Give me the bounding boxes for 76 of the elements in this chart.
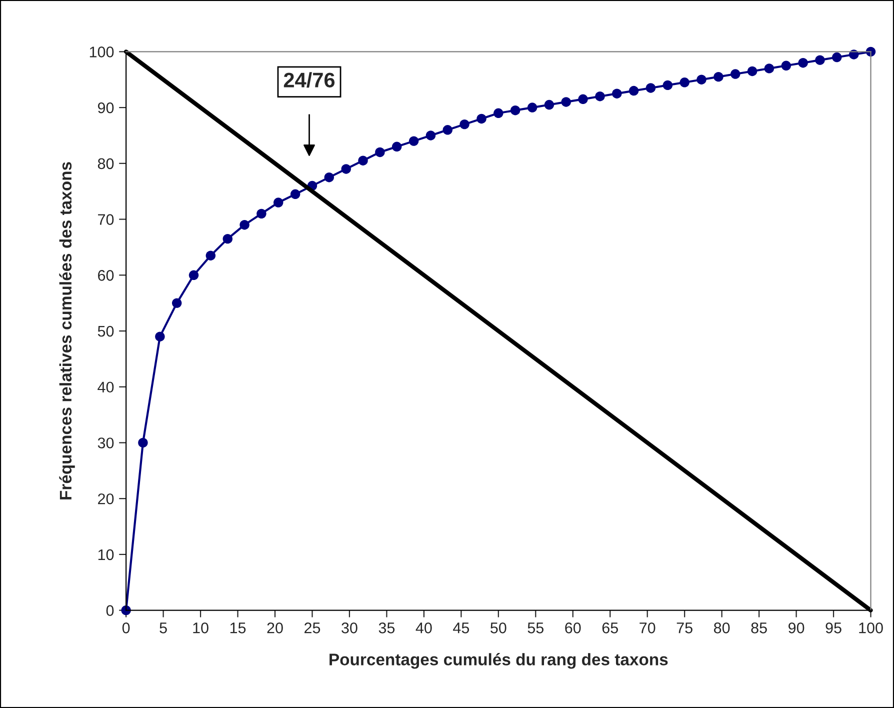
point (426, 130, 436, 140)
point (578, 94, 588, 104)
point (256, 208, 266, 219)
y-tick-label: 10 (98, 549, 114, 560)
y-tick-label: 40 (98, 382, 114, 393)
point (442, 125, 452, 135)
point (460, 119, 470, 130)
point (612, 88, 622, 98)
point (273, 198, 284, 208)
y-axis-title: Fréquences relatives cumulées des taxons (59, 162, 75, 500)
point (172, 298, 182, 308)
point (680, 78, 690, 88)
point (206, 250, 216, 260)
x-tick-label: 75 (676, 622, 692, 634)
point (155, 332, 165, 342)
y-tick-label: 0 (106, 605, 114, 616)
x-tick-label: 10 (193, 622, 208, 634)
x-tick-label: 0 (122, 622, 130, 634)
point (798, 58, 808, 68)
x-tick-label: 55 (528, 622, 544, 634)
point (290, 189, 300, 199)
x-tick-label: 70 (640, 622, 656, 634)
point (747, 66, 758, 76)
point (714, 72, 724, 82)
x-tick-label: 50 (490, 622, 506, 634)
y-tick-label: 20 (98, 493, 114, 504)
x-tick-label: 5 (160, 622, 167, 634)
x-tick-label: 60 (565, 622, 581, 634)
x-tick-label: 25 (304, 622, 320, 634)
x-tick-label: 30 (342, 622, 358, 634)
x-tick-label: 45 (453, 622, 470, 634)
point (240, 220, 250, 230)
y-tick-label: 30 (98, 438, 114, 448)
point (527, 102, 538, 112)
x-tick-label: 20 (267, 622, 283, 634)
point (696, 74, 706, 84)
point (628, 86, 639, 96)
x-tick-label: 35 (378, 622, 395, 634)
x-tick-label: 100 (859, 622, 883, 634)
point (222, 234, 232, 244)
point (392, 142, 402, 152)
x-tick-label: 40 (416, 622, 432, 634)
point (730, 69, 740, 79)
point (188, 270, 199, 280)
point (138, 438, 148, 448)
point (476, 114, 486, 124)
point (781, 60, 792, 71)
point (324, 172, 334, 182)
point (408, 136, 419, 146)
y-tick-label: 70 (98, 214, 114, 225)
point (764, 64, 774, 74)
x-tick-label: 15 (230, 622, 246, 634)
x-tick-label: 65 (602, 622, 618, 634)
y-tick-label: 90 (98, 102, 114, 114)
x-tick-label: 95 (826, 622, 842, 634)
point (375, 147, 385, 158)
x-tick-label: 80 (714, 622, 730, 634)
y-tick-label: 60 (98, 270, 114, 281)
point (815, 55, 825, 65)
y-tick-label: 100 (90, 46, 114, 58)
point (510, 105, 520, 116)
y-tick-label: 80 (98, 158, 114, 170)
point (832, 52, 842, 62)
point (662, 80, 673, 90)
point (341, 164, 351, 174)
x-axis-title: Pourcentages cumulés du rang des taxons (330, 653, 668, 669)
point (646, 83, 656, 93)
point (561, 97, 571, 107)
point (544, 100, 554, 110)
y-tick-label: 50 (98, 326, 114, 337)
point (494, 108, 504, 118)
point (595, 92, 605, 102)
x-tick-label: 85 (751, 622, 767, 634)
point (358, 156, 368, 166)
annotation: 24/76 (284, 72, 335, 88)
x-tick-label: 90 (788, 622, 804, 634)
